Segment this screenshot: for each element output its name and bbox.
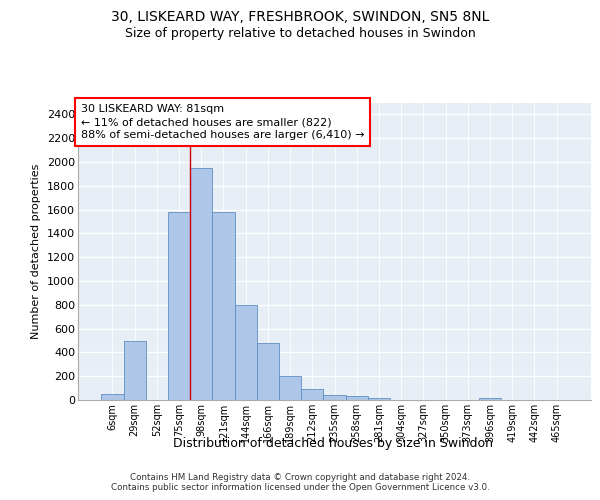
Bar: [124, 340, 146, 400]
Bar: [212, 212, 235, 400]
Bar: [257, 343, 279, 400]
Bar: [235, 305, 257, 400]
Text: Contains HM Land Registry data © Crown copyright and database right 2024.: Contains HM Land Registry data © Crown c…: [130, 472, 470, 482]
Text: Contains public sector information licensed under the Open Government Licence v3: Contains public sector information licen…: [110, 484, 490, 492]
Bar: [168, 212, 190, 400]
Bar: [323, 395, 346, 400]
Bar: [479, 398, 501, 400]
Text: Distribution of detached houses by size in Swindon: Distribution of detached houses by size …: [173, 438, 493, 450]
Bar: [279, 376, 301, 400]
Text: 30, LISKEARD WAY, FRESHBROOK, SWINDON, SN5 8NL: 30, LISKEARD WAY, FRESHBROOK, SWINDON, S…: [111, 10, 489, 24]
Text: 30 LISKEARD WAY: 81sqm
← 11% of detached houses are smaller (822)
88% of semi-de: 30 LISKEARD WAY: 81sqm ← 11% of detached…: [80, 104, 364, 141]
Bar: [301, 390, 323, 400]
Bar: [346, 396, 368, 400]
Bar: [368, 398, 390, 400]
Bar: [190, 168, 212, 400]
Bar: [101, 394, 124, 400]
Y-axis label: Number of detached properties: Number of detached properties: [31, 164, 41, 339]
Text: Size of property relative to detached houses in Swindon: Size of property relative to detached ho…: [125, 28, 475, 40]
